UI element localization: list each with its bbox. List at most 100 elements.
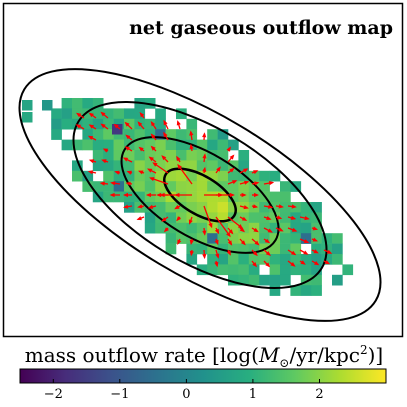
heatmap-cell xyxy=(155,170,166,182)
outflow-arrowhead xyxy=(241,216,248,221)
outflow-arrowhead xyxy=(300,260,306,265)
heatmap-cell xyxy=(176,191,187,203)
heatmap-cell xyxy=(311,222,322,234)
heatmap-cell xyxy=(248,181,260,192)
heatmap-cell xyxy=(248,233,260,244)
outflow-arrowhead xyxy=(229,192,235,198)
outflow-arrowhead xyxy=(278,204,284,209)
outflow-arrowhead xyxy=(139,112,145,118)
heatmap-cell xyxy=(196,202,208,213)
heatmap-cell xyxy=(124,129,135,140)
outflow-arrowhead xyxy=(303,239,310,243)
heatmap-cell xyxy=(82,118,94,130)
heatmap-cell xyxy=(300,233,312,244)
heatmap-cell xyxy=(72,98,83,109)
outflow-arrowhead xyxy=(252,262,257,268)
outflow-arrowhead xyxy=(88,112,94,118)
outflow-arrowhead xyxy=(123,204,129,209)
heatmap-cell xyxy=(134,191,146,203)
colorbar-tick-label: 1 xyxy=(249,387,257,402)
heatmap-cell xyxy=(280,222,291,234)
outflow-arrowhead xyxy=(276,215,283,220)
heatmap-cell xyxy=(311,254,322,265)
heatmap-cell xyxy=(113,181,125,192)
heatmap-cell xyxy=(228,170,239,182)
colorbar xyxy=(19,368,387,384)
heatmap-cell xyxy=(217,233,229,244)
heatmap-cell xyxy=(124,150,135,161)
heatmap-cell xyxy=(165,129,177,140)
heatmap-cell xyxy=(134,181,146,192)
heatmap-cell xyxy=(155,108,166,120)
outflow-arrowhead xyxy=(150,145,156,151)
heatmap-cell xyxy=(144,222,156,234)
heatmap-cell xyxy=(155,118,166,130)
heatmap-cell xyxy=(144,129,156,140)
outflow-arrowhead xyxy=(189,250,194,257)
heatmap-cell xyxy=(300,222,312,234)
heatmap-cell xyxy=(82,98,94,109)
outflow-arrowhead xyxy=(156,192,162,198)
heatmap-cell xyxy=(124,170,135,182)
heatmap-cell xyxy=(217,129,229,140)
heatmap-cell xyxy=(207,191,218,203)
heatmap-cell xyxy=(217,181,229,192)
heatmap-cell xyxy=(92,129,104,140)
heatmap-cell xyxy=(176,108,187,120)
outflow-arrowhead xyxy=(125,181,131,186)
heatmap-cell xyxy=(103,191,114,203)
heatmap-cell xyxy=(280,243,291,255)
outflow-arrowhead xyxy=(100,123,106,129)
heatmap-cell xyxy=(238,264,250,276)
contour-ellipse xyxy=(18,68,382,322)
heatmap-cell xyxy=(196,222,208,234)
outflow-arrowhead xyxy=(136,216,142,221)
outflow-arrowhead xyxy=(215,253,220,259)
heatmap-cell xyxy=(103,170,114,182)
heatmap-cell xyxy=(269,243,281,255)
heatmap-cell xyxy=(176,150,187,161)
heatmap-cell xyxy=(332,254,343,265)
heatmap-cell xyxy=(176,181,187,192)
outflow-arrowhead xyxy=(303,250,309,255)
heatmap-cell xyxy=(207,160,218,172)
heatmap-cell xyxy=(228,191,239,203)
outflow-arrowhead xyxy=(214,239,219,246)
outflow-arrowhead xyxy=(174,192,180,198)
outflow-arrowhead xyxy=(189,130,194,136)
outflow-arrow xyxy=(177,164,193,185)
outflow-arrow xyxy=(215,216,231,237)
heatmap-cell xyxy=(217,254,229,265)
heatmap-cell xyxy=(217,212,229,224)
outflow-arrowhead xyxy=(150,133,156,139)
outflow-arrowhead xyxy=(202,132,207,138)
heatmap-cell xyxy=(113,170,125,182)
heatmap-cell xyxy=(228,274,239,286)
heatmap-cell xyxy=(72,160,83,172)
heatmap-cell xyxy=(155,160,166,172)
heatmap-cell xyxy=(112,124,123,135)
heatmap-cell xyxy=(134,160,146,172)
outflow-arrowhead xyxy=(189,143,194,150)
heatmap-cell xyxy=(207,212,218,224)
heatmap-cell xyxy=(113,150,125,161)
heatmap-cell xyxy=(290,233,302,244)
heatmap-cell xyxy=(92,139,104,151)
heatmap-cell xyxy=(280,202,291,213)
outflow-arrowhead xyxy=(163,227,169,233)
outflow-arrowhead xyxy=(214,261,219,268)
heatmap-cell xyxy=(155,222,166,234)
outflow-arrowhead xyxy=(326,249,333,254)
outflow-arrowhead xyxy=(291,204,297,209)
heatmap-cell xyxy=(155,129,166,140)
heatmap-cell xyxy=(72,139,83,151)
heatmap-cell xyxy=(176,170,187,182)
outflow-arrowhead xyxy=(266,216,272,220)
heatmap-cell xyxy=(269,264,281,276)
heatmap-cell xyxy=(280,191,291,203)
heatmap-cell xyxy=(342,264,354,276)
heatmap-cell xyxy=(290,254,302,265)
outflow-arrowhead xyxy=(126,170,132,175)
heatmap-cell xyxy=(238,160,250,172)
outflow-arrowhead xyxy=(152,162,158,167)
